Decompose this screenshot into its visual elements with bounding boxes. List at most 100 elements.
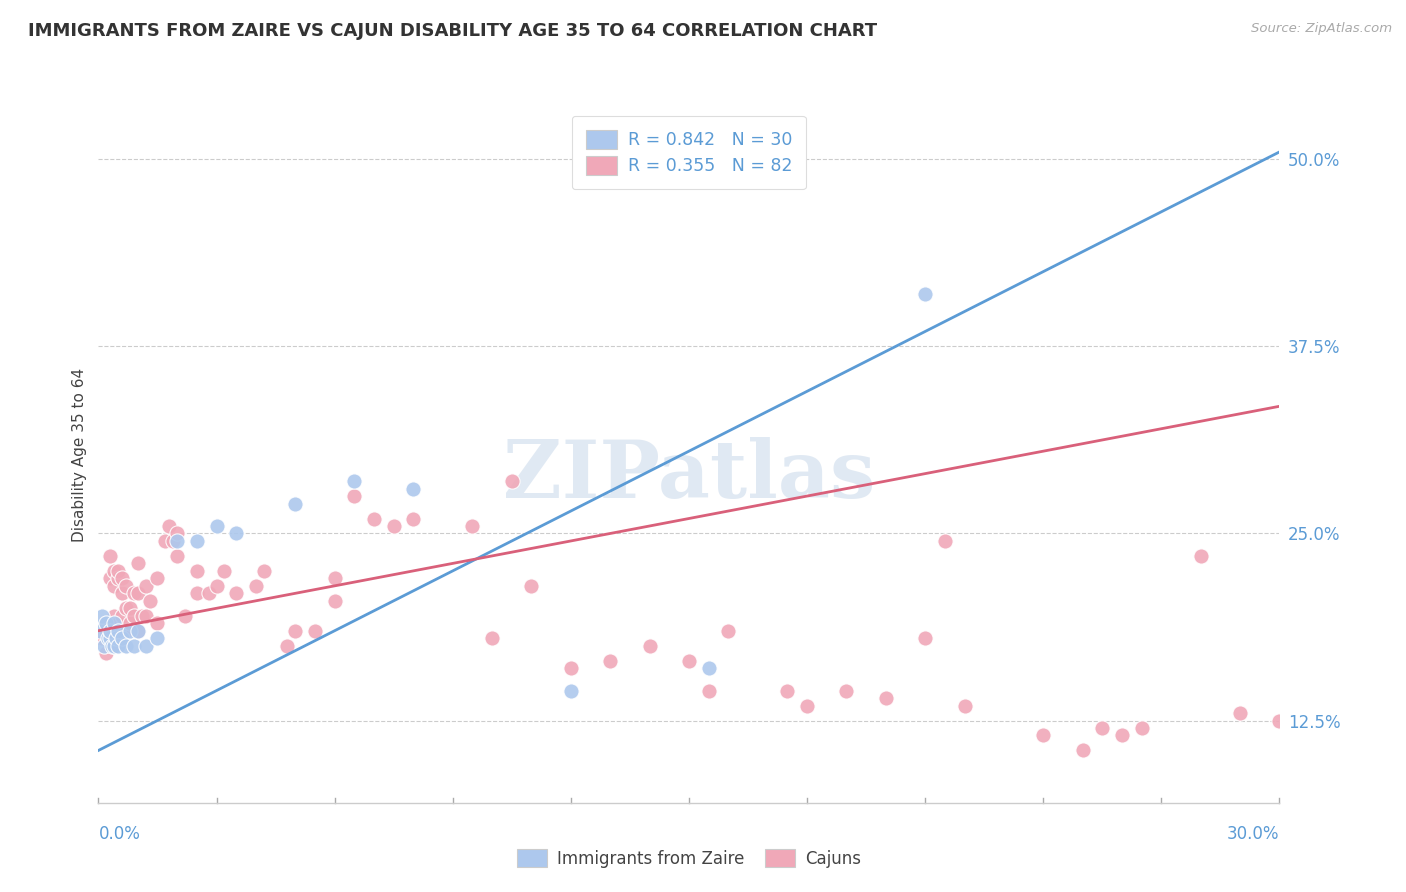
Point — [105, 631, 128, 645]
Point — [103, 579, 125, 593]
Point — [93, 639, 115, 653]
Point — [560, 683, 582, 698]
Point — [1189, 549, 1212, 563]
Point — [107, 624, 129, 638]
Point — [91, 608, 114, 623]
Point — [107, 564, 129, 578]
Point — [1229, 706, 1251, 720]
Point — [127, 624, 149, 638]
Point — [107, 616, 129, 631]
Point — [96, 646, 118, 660]
Point — [96, 616, 118, 631]
Point — [276, 639, 298, 653]
Point — [111, 608, 134, 623]
Point — [118, 601, 141, 615]
Point — [91, 631, 114, 645]
Point — [98, 624, 121, 638]
Point — [1111, 729, 1133, 743]
Point — [146, 616, 169, 631]
Point — [323, 594, 346, 608]
Point — [115, 639, 138, 653]
Point — [197, 586, 219, 600]
Point — [103, 616, 125, 631]
Point — [304, 624, 326, 638]
Point — [835, 683, 858, 698]
Point — [111, 586, 134, 600]
Point — [107, 571, 129, 585]
Point — [678, 654, 700, 668]
Point — [186, 586, 208, 600]
Text: 30.0%: 30.0% — [1227, 825, 1279, 843]
Y-axis label: Disability Age 35 to 64: Disability Age 35 to 64 — [72, 368, 87, 542]
Point — [111, 624, 134, 638]
Point — [382, 519, 405, 533]
Point — [146, 631, 169, 645]
Point — [186, 564, 208, 578]
Point — [1130, 721, 1153, 735]
Point — [115, 601, 138, 615]
Text: IMMIGRANTS FROM ZAIRE VS CAJUN DISABILITY AGE 35 TO 64 CORRELATION CHART: IMMIGRANTS FROM ZAIRE VS CAJUN DISABILIT… — [28, 22, 877, 40]
Point — [225, 526, 247, 541]
Point — [205, 519, 228, 533]
Point — [118, 616, 141, 631]
Point — [481, 631, 503, 645]
Point — [98, 631, 121, 645]
Point — [253, 564, 276, 578]
Point — [363, 511, 385, 525]
Point — [155, 533, 177, 548]
Point — [284, 624, 307, 638]
Point — [166, 549, 188, 563]
Point — [115, 579, 138, 593]
Point — [135, 608, 157, 623]
Text: 0.0%: 0.0% — [98, 825, 141, 843]
Point — [103, 639, 125, 653]
Point — [103, 564, 125, 578]
Point — [103, 608, 125, 623]
Point — [89, 624, 111, 638]
Point — [1071, 743, 1094, 757]
Point — [284, 497, 307, 511]
Point — [776, 683, 799, 698]
Legend: Immigrants from Zaire, Cajuns: Immigrants from Zaire, Cajuns — [510, 842, 868, 874]
Point — [717, 624, 740, 638]
Text: ZIPatlas: ZIPatlas — [503, 437, 875, 515]
Point — [135, 579, 157, 593]
Point — [127, 557, 149, 571]
Point — [111, 571, 134, 585]
Point — [135, 639, 157, 653]
Point — [697, 683, 720, 698]
Point — [115, 624, 138, 638]
Point — [146, 571, 169, 585]
Point — [111, 631, 134, 645]
Point — [225, 586, 247, 600]
Point — [245, 579, 267, 593]
Point — [127, 624, 149, 638]
Point — [98, 571, 121, 585]
Point — [122, 586, 145, 600]
Point — [174, 608, 197, 623]
Point — [101, 639, 124, 653]
Point — [122, 639, 145, 653]
Point — [138, 594, 160, 608]
Point — [97, 631, 120, 645]
Point — [914, 287, 936, 301]
Point — [520, 579, 543, 593]
Point — [501, 474, 523, 488]
Point — [1091, 721, 1114, 735]
Point — [323, 571, 346, 585]
Point — [343, 474, 366, 488]
Point — [205, 579, 228, 593]
Point — [1268, 714, 1291, 728]
Point — [953, 698, 976, 713]
Point — [599, 654, 621, 668]
Point — [796, 698, 818, 713]
Point — [98, 549, 121, 563]
Point — [107, 631, 129, 645]
Point — [560, 661, 582, 675]
Point — [186, 533, 208, 548]
Point — [214, 564, 236, 578]
Point — [697, 661, 720, 675]
Point — [402, 511, 425, 525]
Point — [157, 519, 180, 533]
Text: Source: ZipAtlas.com: Source: ZipAtlas.com — [1251, 22, 1392, 36]
